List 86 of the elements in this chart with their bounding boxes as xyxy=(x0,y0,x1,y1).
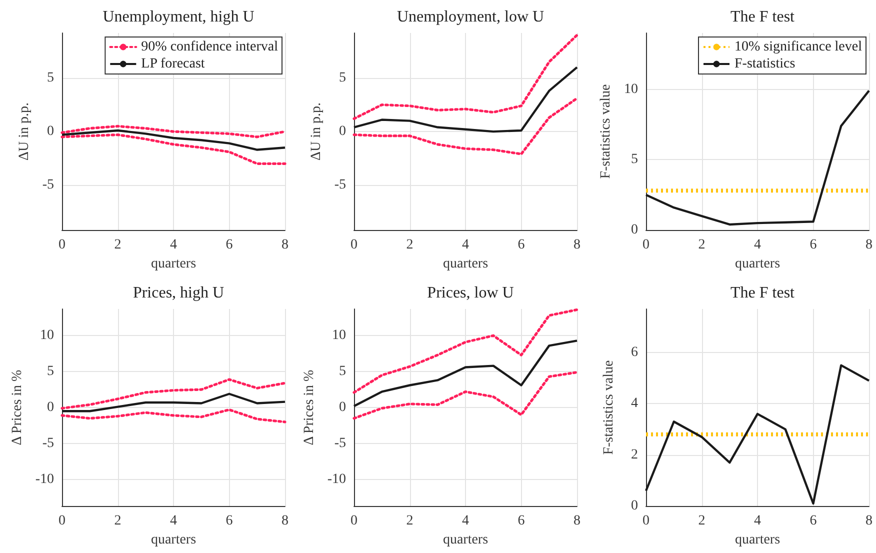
line-series xyxy=(60,129,286,151)
x-tick-label: 2 xyxy=(114,514,122,529)
y-axis-title: F-statistics value xyxy=(598,84,614,179)
chart-title: Unemployment, low U xyxy=(396,8,544,26)
y-tick-label: 5 xyxy=(47,364,54,380)
x-tick-label: 8 xyxy=(282,514,288,529)
y-tick-label: 0 xyxy=(631,498,638,514)
x-tick-label: 0 xyxy=(642,238,650,253)
line-series xyxy=(352,66,578,133)
x-axis-title: quarters xyxy=(442,532,488,548)
line-series xyxy=(352,34,578,120)
x-axis-title: quarters xyxy=(734,256,780,272)
y-tick-label: 0 xyxy=(631,222,638,238)
y-tick-label: 4 xyxy=(631,396,638,412)
x-tick-label: 4 xyxy=(462,238,469,253)
y-tick-label: 5 xyxy=(339,364,346,380)
x-tick-label: 0 xyxy=(58,238,66,253)
x-tick-label: 2 xyxy=(406,238,414,253)
y-tick-label: 0 xyxy=(339,124,346,140)
x-axis-title: quarters xyxy=(150,532,196,548)
x-tick-label: 6 xyxy=(226,514,233,529)
legend-label: 10% significance level xyxy=(734,40,862,54)
y-axis-title: Δ Prices in % xyxy=(10,369,25,446)
x-axis-title: quarters xyxy=(150,256,196,272)
x-axis-title: quarters xyxy=(442,256,488,272)
y-tick-label: 10 xyxy=(624,82,638,97)
y-tick-label: 10 xyxy=(332,328,346,344)
x-tick-label: 2 xyxy=(114,238,122,253)
x-tick-label: 6 xyxy=(226,238,233,253)
legend-label: LP forecast xyxy=(141,56,205,72)
x-tick-label: 8 xyxy=(866,238,872,253)
y-tick-label: 10 xyxy=(40,328,54,344)
x-tick-label: 8 xyxy=(574,514,580,529)
x-tick-label: 4 xyxy=(754,514,761,529)
y-tick-label: 5 xyxy=(339,70,346,86)
y-tick-label: -5 xyxy=(334,436,346,452)
x-tick-label: 8 xyxy=(574,238,580,253)
y-tick-label: -5 xyxy=(42,436,54,452)
line-series xyxy=(352,97,578,156)
x-tick-label: 0 xyxy=(642,514,650,529)
x-tick-label: 4 xyxy=(170,238,177,253)
legend-label: F-statistics xyxy=(734,56,796,72)
chart-title: Prices, high U xyxy=(132,284,224,302)
x-tick-label: 4 xyxy=(462,514,469,529)
chart-title: The F test xyxy=(730,8,796,26)
x-tick-label: 0 xyxy=(350,514,358,529)
y-tick-label: 6 xyxy=(631,345,638,360)
x-tick-label: 6 xyxy=(810,238,817,253)
y-tick-label: -5 xyxy=(42,178,54,193)
legend-label: 90% confidence interval xyxy=(141,40,278,54)
y-axis-title: ΔU in p.p. xyxy=(16,102,32,161)
y-tick-label: -10 xyxy=(35,472,54,487)
x-axis-title: quarters xyxy=(734,532,780,548)
x-tick-label: 4 xyxy=(170,514,177,529)
x-tick-label: 6 xyxy=(518,514,525,529)
line-series xyxy=(352,340,578,408)
y-axis-title: Δ Prices in % xyxy=(302,369,317,446)
y-axis-title: ΔU in p.p. xyxy=(308,102,324,161)
y-axis-title: F-statistics value xyxy=(602,360,616,455)
chart-title: Unemployment, high U xyxy=(102,8,255,26)
line-series xyxy=(644,90,870,226)
x-tick-label: 6 xyxy=(810,514,817,529)
y-tick-label: 5 xyxy=(47,70,54,86)
x-tick-label: 0 xyxy=(350,238,358,253)
y-tick-label: -10 xyxy=(327,472,346,487)
line-series xyxy=(352,371,578,420)
line-series xyxy=(60,378,286,410)
x-tick-label: 0 xyxy=(58,514,66,529)
x-tick-label: 8 xyxy=(282,238,288,253)
x-tick-label: 4 xyxy=(754,238,761,253)
y-tick-label: 0 xyxy=(339,400,346,416)
y-tick-label: 0 xyxy=(47,124,54,140)
y-tick-label: 0 xyxy=(47,400,54,416)
line-series xyxy=(60,408,286,424)
y-tick-label: -5 xyxy=(334,178,346,193)
line-series xyxy=(352,308,578,394)
chart-title: Prices, low U xyxy=(427,284,514,302)
y-tick-label: 5 xyxy=(631,152,638,168)
x-tick-label: 2 xyxy=(698,514,706,529)
y-tick-label: 2 xyxy=(631,447,638,462)
x-tick-label: 6 xyxy=(518,238,525,253)
x-tick-label: 8 xyxy=(866,514,872,529)
x-tick-label: 2 xyxy=(406,514,414,529)
chart-title: The F test xyxy=(730,284,796,302)
x-tick-label: 2 xyxy=(698,238,706,253)
line-series xyxy=(60,392,286,412)
